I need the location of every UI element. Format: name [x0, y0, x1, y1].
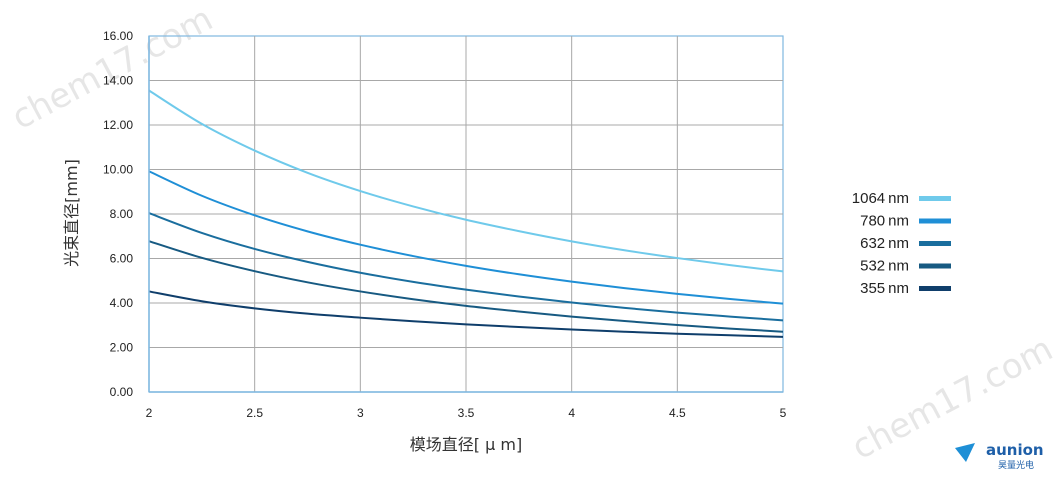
- y-tick-label: 8.00: [110, 207, 134, 221]
- aunion-logo: aunion 昊量光电: [955, 441, 1044, 471]
- logo-subtitle: 昊量光电: [998, 459, 1034, 471]
- y-tick-label: 16.00: [103, 29, 133, 43]
- legend-label-4: 355 nm: [860, 280, 909, 297]
- series-line-0: [148, 89, 784, 273]
- series-layer: [148, 89, 784, 338]
- legend-label-1: 780 nm: [860, 213, 909, 230]
- grid-layer: [148, 35, 784, 393]
- x-tick-label: 4: [568, 406, 575, 420]
- x-tick-label: 3: [357, 406, 364, 420]
- y-axis-title: 光束直径[mm]: [62, 159, 81, 267]
- y-tick-label: 10.00: [103, 163, 133, 177]
- legend-swatch-4: [919, 286, 951, 291]
- x-tick-label: 3.5: [458, 406, 475, 420]
- y-tick-label: 4.00: [110, 296, 134, 310]
- x-axis-title: 模场直径[ μ m]: [410, 435, 522, 454]
- axis-layer: 2 2.5 3 3.5 4 4.5 5 0.00 2.00 4.00 6.00 8.00 10.00 12…: [103, 29, 787, 420]
- y-tick-label: 0.00: [110, 385, 134, 399]
- series-line-3: [148, 240, 784, 333]
- series-line-1: [148, 170, 784, 305]
- y-tick-label: 2.00: [110, 341, 134, 355]
- legend-swatch-3: [919, 263, 951, 269]
- legend-swatch-1: [919, 218, 951, 224]
- legend-label-3: 532 nm: [860, 258, 909, 275]
- series-line-4: [148, 290, 784, 338]
- logo-mark-icon: [955, 443, 975, 462]
- y-tick-label: 6.00: [110, 252, 134, 266]
- series-line-2: [148, 212, 784, 322]
- y-tick-label: 14.00: [103, 74, 133, 88]
- logo-name: aunion: [986, 441, 1044, 459]
- legend-swatch-2: [919, 241, 951, 246]
- x-tick-label: 2.5: [246, 406, 263, 420]
- legend-label-2: 632 nm: [860, 235, 909, 252]
- y-tick-label: 12.00: [103, 118, 133, 132]
- legend: 1064 nm 780 nm 632 nm 532 nm 355 nm: [852, 190, 951, 297]
- x-tick-label: 5: [780, 406, 787, 420]
- x-tick-label: 4.5: [669, 406, 686, 420]
- x-tick-label: 2: [146, 406, 153, 420]
- legend-swatch-0: [919, 196, 951, 201]
- legend-label-0: 1064 nm: [852, 190, 909, 207]
